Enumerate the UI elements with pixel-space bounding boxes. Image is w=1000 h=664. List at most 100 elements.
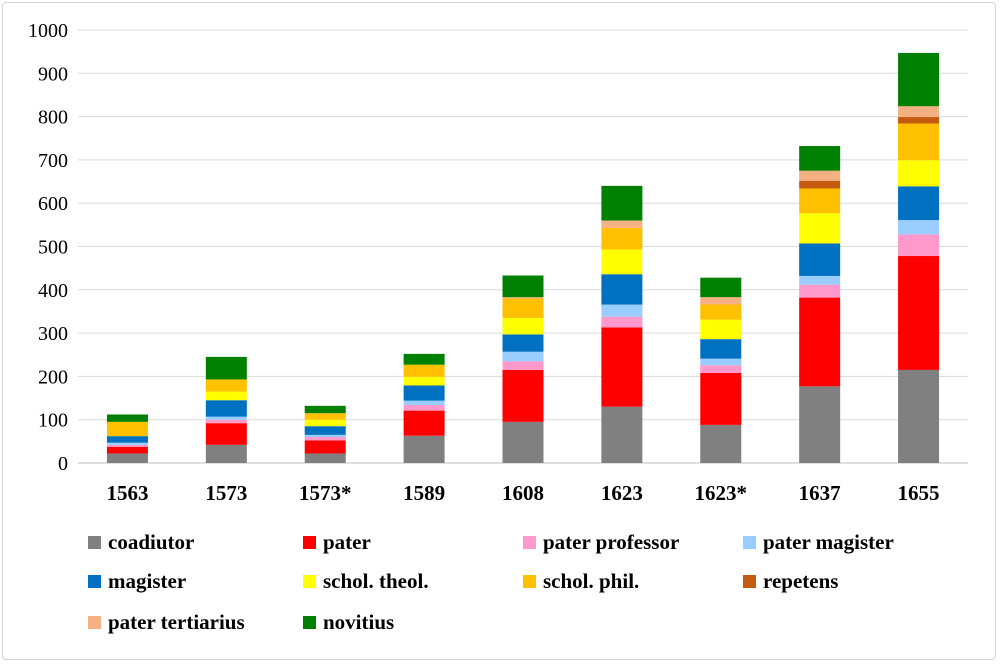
legend-item: pater magister: [743, 530, 894, 554]
bar-segment-schol-phil-: [502, 298, 544, 318]
bar-segment-pater: [898, 256, 940, 370]
bar-stack-1623: [601, 185, 643, 463]
bar-segment-pater: [403, 410, 445, 436]
bar-segment-pater-professor: [799, 284, 841, 298]
legend-item: magister: [88, 569, 186, 593]
bar-segment-schol-theol-: [601, 249, 643, 275]
bar-segment-pater-professor: [205, 419, 247, 424]
bar-segment-pater-professor: [601, 316, 643, 328]
bar-segment-coadiutor: [799, 386, 841, 463]
bar-segment-pater-professor: [304, 437, 346, 441]
bar-segment-novitius: [304, 405, 346, 414]
bar-segment-schol-theol-: [799, 213, 841, 244]
x-tick-label: 1573: [205, 481, 247, 505]
bar-segment-pater-magister: [601, 304, 643, 317]
bar-segment-schol-theol-: [205, 391, 247, 401]
legend-item: novitius: [303, 610, 394, 634]
bar-segment-novitius: [799, 146, 841, 171]
bar-segment-pater-magister: [502, 351, 544, 362]
legend-label: pater tertiarius: [108, 610, 245, 634]
bar-segment-magister: [304, 426, 346, 435]
y-tick-label: 100: [38, 410, 68, 432]
legend-label: schol. theol.: [323, 569, 429, 593]
legend-swatch: [303, 616, 316, 629]
bar-segment-pater-tertiarius: [502, 297, 544, 299]
y-tick-label: 200: [38, 366, 68, 388]
legend-item: schol. phil.: [523, 569, 639, 593]
bar-segment-pater-magister: [799, 275, 841, 285]
legend-swatch: [303, 575, 316, 588]
legend: coadiutor pater pater professor pater magis…: [88, 530, 894, 634]
bar-segment-schol-phil-: [304, 413, 346, 420]
bar-segment-pater-tertiarius: [799, 170, 841, 181]
bar-segment-repetens: [898, 117, 940, 124]
bar-segment-coadiutor: [403, 435, 445, 463]
bar-segment-schol-theol-: [304, 419, 346, 427]
bar-segment-coadiutor: [106, 453, 148, 463]
legend-swatch: [523, 536, 536, 549]
y-tick-label: 0: [58, 453, 68, 475]
legend-swatch: [523, 575, 536, 588]
bar-stack-1563: [106, 414, 148, 463]
bar-segment-novitius: [601, 185, 643, 221]
bar-segment-schol-phil-: [403, 364, 445, 377]
bar-segment-pater-professor: [898, 234, 940, 257]
legend-label: pater professor: [543, 530, 679, 554]
bar-segment-coadiutor: [601, 406, 643, 463]
legend-item: repetens: [743, 569, 838, 593]
bar-segment-schol-phil-: [700, 304, 742, 320]
bar-stack-1623*: [700, 277, 742, 463]
bar-segment-pater-magister: [205, 416, 247, 420]
bar-segment-repetens: [799, 180, 841, 189]
bar-segment-novitius: [205, 356, 247, 380]
legend-swatch: [88, 575, 101, 588]
y-tick-label: 700: [38, 150, 68, 172]
y-tick-label: 500: [38, 237, 68, 259]
bar-segment-magister: [205, 400, 247, 417]
legend-label: repetens: [763, 569, 838, 593]
bar-segment-novitius: [700, 277, 742, 298]
x-tick-label: 1623: [601, 481, 643, 505]
bar-segment-coadiutor: [700, 424, 742, 463]
bar-segment-schol-theol-: [502, 317, 544, 335]
legend-label: novitius: [323, 610, 394, 634]
bar-segment-magister: [106, 436, 148, 443]
bar-segment-schol-phil-: [106, 421, 148, 437]
bar-segment-pater: [799, 297, 841, 387]
bar-segment-novitius: [403, 353, 445, 365]
bar-segment-magister: [700, 339, 742, 359]
bar-segment-schol-phil-: [601, 227, 643, 250]
bar-segment-coadiutor: [502, 421, 544, 463]
y-tick-label: 300: [38, 323, 68, 345]
bar-segment-magister: [601, 274, 643, 305]
bar-segment-magister: [898, 186, 940, 221]
bar-segment-schol-phil-: [799, 188, 841, 214]
bar-segment-schol-theol-: [700, 319, 742, 340]
bar-segment-coadiutor: [898, 369, 940, 463]
legend-label: pater magister: [763, 530, 894, 554]
bar-stack-1589: [403, 353, 445, 463]
y-tick-label: 800: [38, 107, 68, 129]
legend-item: pater professor: [523, 530, 679, 554]
legend-item: pater: [303, 530, 371, 554]
bar-segment-pater-magister: [403, 400, 445, 405]
bar-stack-1573*: [304, 405, 346, 463]
x-tick-label: 1623*: [695, 481, 748, 505]
bar-segment-pater-professor: [700, 365, 742, 373]
legend-label: schol. phil.: [543, 569, 639, 593]
x-tick-label: 1637: [799, 481, 841, 505]
bar-segment-novitius: [502, 275, 544, 298]
legend-swatch: [743, 536, 756, 549]
legend-label: coadiutor: [108, 530, 194, 554]
x-tick-label: 1608: [502, 481, 544, 505]
bar-segment-pater-professor: [106, 444, 148, 447]
bar-segment-pater: [700, 372, 742, 425]
bar-stack-1637: [799, 146, 841, 463]
bar-segment-pater: [304, 440, 346, 454]
bars: [106, 52, 940, 463]
bar-segment-pater-tertiarius: [700, 297, 742, 305]
bar-segment-pater-magister: [700, 358, 742, 366]
x-tick-label: 1589: [403, 481, 445, 505]
bar-stack-1608: [502, 275, 544, 463]
